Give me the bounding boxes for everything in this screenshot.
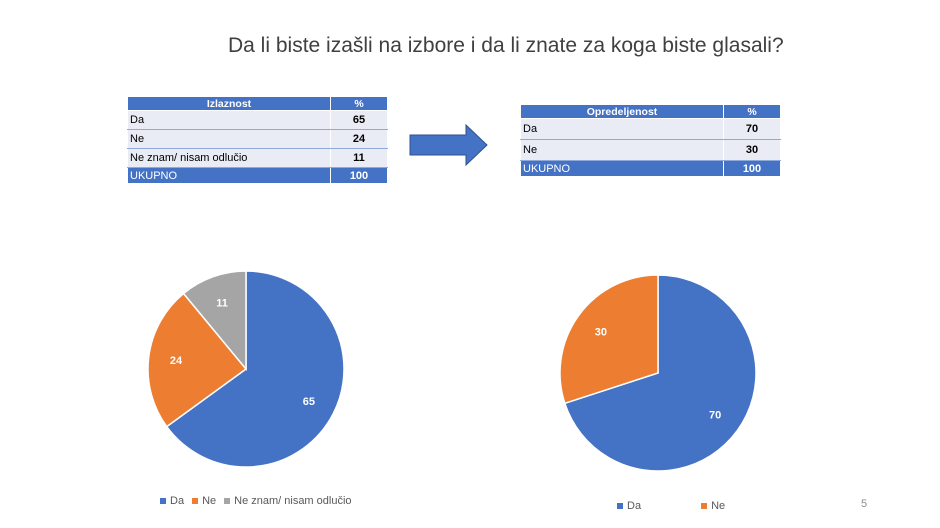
turnout-table: Izlaznost % Da 65 Ne 24 Ne znam/ nisam o… [127, 96, 388, 184]
legend-item-ne: Ne [701, 500, 725, 512]
row-label: Da [520, 118, 724, 140]
pie-data-label: 11 [216, 298, 228, 310]
legend-item-da: Da [617, 500, 641, 512]
table-row: Ne 30 [520, 139, 781, 161]
decisiveness-pie-legend: Da Ne [617, 500, 725, 512]
legend-swatch [224, 498, 231, 504]
pie-data-label: 24 [170, 355, 183, 367]
arrow-shape [409, 124, 488, 166]
pie-data-label: 65 [303, 396, 315, 408]
turnout-pie-legend: Da Ne Ne znam/ nisam odlučio [160, 495, 352, 507]
right-arrow-icon [409, 124, 488, 166]
table-row: Da 65 [127, 110, 388, 130]
pie-data-label: 30 [595, 327, 607, 339]
row-value: 70 [723, 118, 781, 140]
pie-slice-ne [559, 274, 659, 405]
row-label: Ne znam/ nisam odlučio [127, 148, 331, 168]
pie-data-label: 70 [709, 409, 721, 421]
table-row: Ne 24 [127, 129, 388, 149]
page-number: 5 [861, 498, 868, 510]
legend-swatch [192, 498, 199, 504]
table-row: Ne znam/ nisam odlučio 11 [127, 148, 388, 168]
turnout-header-label: Izlaznost [127, 96, 331, 111]
legend-label: Ne [711, 500, 726, 512]
total-label: UKUPNO [520, 160, 724, 177]
legend-label: Da [170, 495, 185, 507]
legend-label: Ne [202, 495, 217, 507]
total-value: 100 [723, 160, 781, 177]
legend-swatch [160, 498, 166, 504]
decisiveness-pie-chart: 70 30 [559, 274, 757, 472]
legend-label: Ne znam/ nisam odlučio [234, 495, 352, 507]
pie-slice-ne-znam-nisam-odlucio [182, 270, 247, 372]
legend-item-da: Da [160, 495, 184, 507]
row-value: 11 [330, 148, 388, 168]
pie-slice-da [563, 274, 757, 472]
row-value: 65 [330, 110, 388, 130]
turnout-header-unit: % [330, 96, 388, 111]
total-label: UKUPNO [127, 167, 331, 184]
decisiveness-table: Opredeljenost % Da 70 Ne 30 UKUPNO 100 [520, 104, 781, 177]
pie-slice-da [165, 270, 345, 468]
pie-slice-ne [147, 292, 248, 428]
total-value: 100 [330, 167, 388, 184]
table-row: Da 70 [520, 118, 781, 140]
turnout-pie-chart: 65 24 11 [147, 270, 345, 468]
row-value: 24 [330, 129, 388, 149]
table-total-row: UKUPNO 100 [127, 167, 388, 184]
decisiveness-header-unit: % [723, 104, 781, 119]
legend-item-ne: Ne [192, 495, 216, 507]
row-value: 30 [723, 139, 781, 161]
legend-swatch [617, 503, 623, 509]
row-label: Ne [520, 139, 724, 161]
row-label: Da [127, 110, 331, 130]
decisiveness-header-label: Opredeljenost [520, 104, 724, 119]
legend-label: Da [627, 500, 642, 512]
legend-swatch [701, 503, 708, 509]
table-total-row: UKUPNO 100 [520, 160, 781, 177]
legend-item-ne-znam-nisam-odlucio: Ne znam/ nisam odlučio [224, 495, 352, 507]
slide-title: Da li biste izašli na izbore i da li zna… [228, 34, 784, 57]
row-label: Ne [127, 129, 331, 149]
